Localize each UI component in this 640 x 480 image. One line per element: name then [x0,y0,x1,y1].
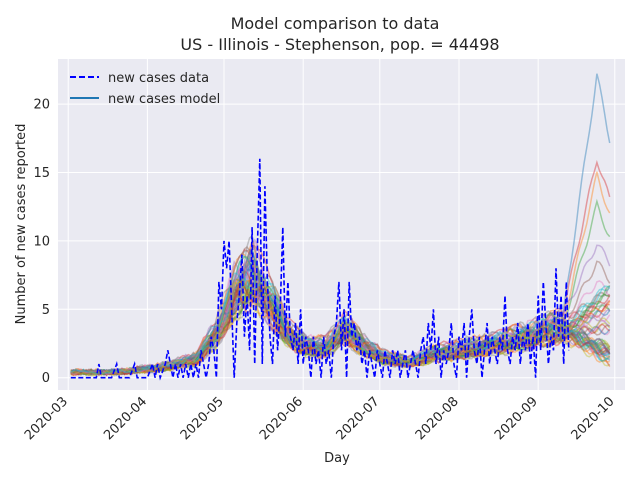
model-line [70,281,611,376]
model-line [70,282,611,376]
y-tick-label: 5 [42,303,50,318]
model-line [70,280,611,377]
model-line [70,282,611,376]
model-line [70,245,611,375]
legend-model-label: new cases model [108,92,220,107]
data-line [70,158,570,381]
x-axis-label: Day [324,451,350,466]
model-line [70,259,611,375]
x-tick-label: 2020-05 [178,394,227,443]
model-line [70,271,610,376]
x-tick-label: 2020-10 [569,394,618,443]
y-axis-label: Number of new cases reported [14,124,29,325]
model-line [70,249,611,375]
y-tick-label: 10 [33,234,50,249]
model-line [70,288,611,376]
model-line [70,272,611,375]
model-line [70,280,611,376]
model-line [70,256,611,375]
x-tick-label: 2020-04 [101,394,150,443]
y-tick-label: 0 [42,371,50,386]
model-line [70,171,611,376]
chart-title-line1: Model comparison to data [231,14,440,33]
model-line [70,245,611,375]
chart-title-line2: US - Illinois - Stephenson, pop. = 44498 [180,35,499,54]
x-tick-labels: 2020-03 2020-04 2020-05 2020-06 2020-07 2020-… [22,394,618,443]
model-line [70,258,611,376]
model-line [70,238,611,375]
legend-data-label: new cases data [108,71,209,86]
x-tick-label: 2020-03 [22,394,71,443]
model-line [70,262,610,376]
x-tick-label: 2020-08 [413,394,462,443]
grid [58,59,625,390]
legend: new cases data new cases model [70,71,220,107]
x-tick-label: 2020-06 [257,394,306,443]
data-series [70,158,570,381]
y-tick-labels: 0 5 10 15 20 [33,98,50,387]
model-line [70,276,610,377]
model-line [70,279,611,377]
model-line [70,284,611,377]
model-line [70,282,611,376]
x-tick-label: 2020-07 [334,394,383,443]
model-line [70,288,610,376]
model-line [70,285,611,377]
model-line [70,270,611,376]
model-line [70,263,610,375]
model-line [70,253,610,374]
model-line [70,294,611,376]
model-line [70,268,611,376]
x-tick-label: 2020-09 [492,394,541,443]
model-line [70,259,611,376]
model-line [70,278,611,376]
y-tick-label: 15 [33,166,50,181]
y-tick-label: 20 [33,98,50,113]
